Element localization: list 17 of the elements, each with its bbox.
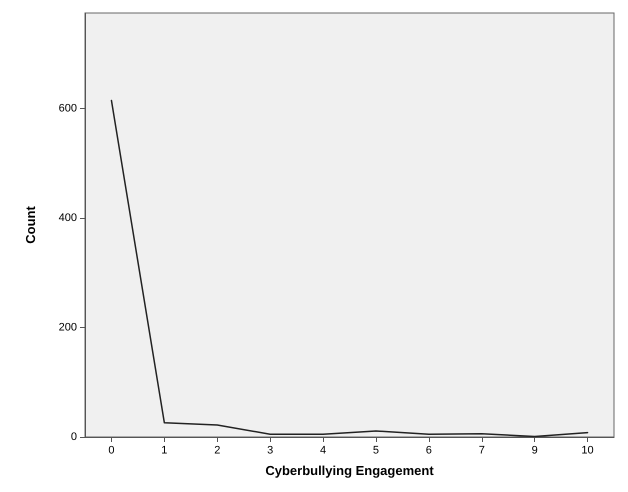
x-axis-title: Cyberbullying Engagement (265, 463, 434, 478)
x-tick-label: 7 (478, 444, 485, 456)
x-tick-label: 5 (372, 444, 380, 456)
y-tick-label: 600 (58, 102, 77, 115)
x-tick-label: 0 (108, 444, 115, 456)
y-axis-title: Count (23, 206, 38, 244)
x-tick-label: 1 (161, 444, 168, 456)
x-tick-label: 2 (214, 444, 220, 456)
x-tick-label: 6 (426, 444, 432, 456)
x-tick-label: 10 (581, 444, 594, 456)
x-tick-label: 3 (267, 444, 274, 456)
x-tick-label: 4 (320, 444, 326, 456)
y-tick-label: 0 (70, 431, 77, 443)
line-series (110, 100, 588, 438)
y-tick-label: 400 (58, 212, 77, 224)
x-tick-label: 9 (532, 444, 538, 456)
y-tick-label: 200 (58, 322, 77, 334)
